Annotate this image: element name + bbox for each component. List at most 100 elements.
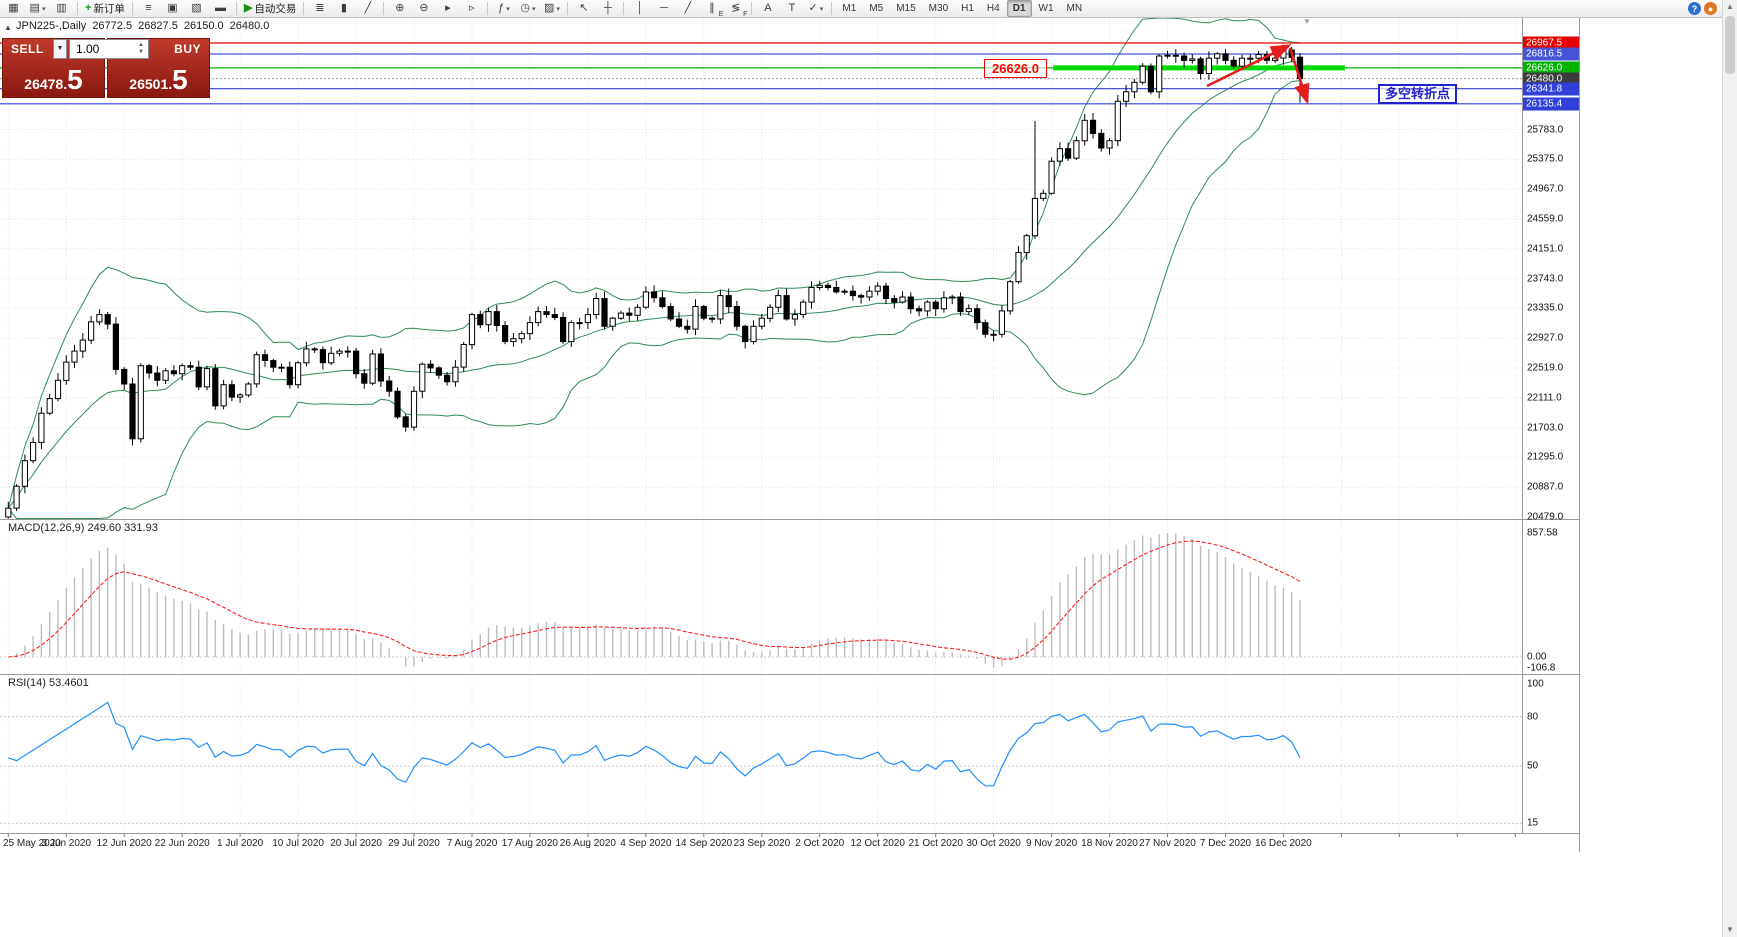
spin-down-icon: ▼	[138, 49, 144, 55]
macd-indicator-label: MACD(12,26,9) 249.60 331.93	[8, 522, 158, 534]
date-tick-label: 18 Nov 2020	[1081, 838, 1138, 849]
price-line-label: 26480.0	[1523, 72, 1579, 86]
date-tick-label: 23 Sep 2020	[733, 838, 791, 849]
arrows-icon[interactable]: ✓ ▾	[808, 2, 824, 14]
periods-icon[interactable]: ◷ ▾	[520, 2, 536, 14]
scroll-down-icon[interactable]: ▼	[1726, 925, 1734, 934]
timeframe-m5[interactable]: M5	[869, 3, 884, 14]
new-order-button[interactable]: + 新订单	[85, 2, 125, 15]
cursor-icon[interactable]: ↖	[579, 2, 589, 14]
rsi-scale-label: 80	[1527, 711, 1539, 723]
price-tick-label: 22927.0	[1527, 332, 1564, 344]
price-tick-label: 24151.0	[1527, 243, 1564, 255]
date-tick-label: 22 Jun 2020	[154, 838, 210, 849]
turning-point-annotation-box[interactable]: 多空转折点	[1378, 84, 1458, 104]
line-chart-icon[interactable]: ╱	[364, 2, 372, 14]
one-click-trading-panel: SELL 26478.5 BUY 26501.5 ▼ 1.00 ▲ ▼	[2, 38, 210, 98]
chart-list-icon[interactable]: ▥	[56, 2, 67, 14]
zoom-out-icon[interactable]: ⊖	[419, 2, 429, 14]
volume-preset-dropdown[interactable]: ▼	[53, 39, 67, 59]
one-click-collapse-icon[interactable]: ▲	[4, 23, 12, 32]
date-tick-label: 27 Nov 2020	[1139, 838, 1196, 849]
buy-price: 26501.5	[129, 64, 188, 95]
timeframe-h4[interactable]: H4	[986, 3, 1000, 14]
timeframe-h1[interactable]: H1	[961, 3, 974, 14]
price-tick-label: 21703.0	[1527, 422, 1564, 434]
price-line-label: 26341.8	[1523, 82, 1579, 96]
candlestick-chart-icon[interactable]: ▮	[340, 2, 347, 14]
price-tick-label: 22111.0	[1527, 392, 1562, 404]
date-tick-label: 30 Oct 2020	[966, 838, 1021, 849]
price-tick-label: 25783.0	[1527, 124, 1564, 135]
buy-label: BUY	[174, 42, 201, 56]
timeframe-d1[interactable]: D1	[1006, 0, 1032, 17]
macd-scale-label: -106.8	[1527, 662, 1556, 674]
market-watch-icon[interactable]: ≡	[145, 2, 152, 14]
community-icon[interactable]: ●	[1704, 2, 1717, 15]
date-tick-label: 7 Aug 2020	[446, 838, 498, 849]
price-tick-label: 24559.0	[1527, 213, 1564, 225]
zoom-in-icon[interactable]: ⊕	[395, 2, 405, 14]
timeframe-m30[interactable]: M30	[928, 3, 949, 14]
date-tick-label: 12 Oct 2020	[850, 838, 905, 849]
date-tick-label: 20 Jul 2020	[330, 838, 382, 849]
macd-scale-label: 857.58	[1527, 527, 1558, 539]
symbol-period-label: JPN225-,Daily	[16, 20, 87, 32]
timeframe-mn[interactable]: MN	[1066, 3, 1083, 14]
date-tick-label: 17 Aug 2020	[501, 838, 558, 849]
chart-ohlc-header: JPN225-,Daily 26772.5 26827.5 26150.0 26480.…	[16, 20, 275, 32]
fibonacci-icon[interactable]: ≶ F	[731, 2, 748, 18]
chart-shift-icon[interactable]: ▹	[469, 2, 475, 14]
price-tick-label: 22519.0	[1527, 362, 1564, 374]
bar-chart-icon[interactable]: ≣	[315, 2, 325, 14]
scroll-up-icon[interactable]: ▲	[1726, 2, 1734, 11]
timeframe-m1[interactable]: M1	[842, 3, 857, 14]
price-annotation-box[interactable]: 26626.0	[984, 59, 1047, 78]
timeframe-m15[interactable]: M15	[896, 3, 916, 14]
templates-icon[interactable]: ▨ ▾	[543, 2, 560, 14]
new-chart-icon[interactable]: ▦	[8, 2, 19, 14]
vertical-scrollbar[interactable]: ▲ ▼	[1722, 0, 1737, 937]
date-tick-label: 26 Aug 2020	[559, 838, 616, 849]
trendline-icon[interactable]: ╱	[684, 2, 692, 14]
help-icon[interactable]: ?	[1688, 2, 1701, 15]
auto-scroll-icon[interactable]: ▸	[445, 2, 451, 14]
rsi-scale-label: 100	[1527, 678, 1544, 690]
data-window-icon[interactable]: ▣	[167, 2, 178, 14]
text-icon[interactable]: A	[764, 2, 772, 14]
text-label-icon[interactable]: T	[788, 2, 796, 14]
crosshair-icon[interactable]: ┼	[604, 2, 612, 14]
volume-spinner[interactable]: ▲ ▼	[135, 41, 147, 57]
date-tick-label: 29 Jul 2020	[388, 838, 440, 849]
equidistant-channel-icon[interactable]: ∥ E	[709, 2, 724, 18]
scrollbar-thumb[interactable]	[1725, 16, 1735, 74]
indicators-icon[interactable]: ƒ ▾	[498, 2, 510, 14]
price-tick-label: 23743.0	[1527, 273, 1564, 285]
date-tick-label: 16 Dec 2020	[1255, 838, 1312, 849]
sell-price: 26478.5	[24, 64, 83, 95]
timeframe-w1[interactable]: W1	[1038, 3, 1054, 14]
volume-input[interactable]: 1.00 ▲ ▼	[69, 39, 149, 59]
horizontal-line-icon[interactable]: ─	[660, 2, 668, 14]
autotrading-button[interactable]: ▶ 自动交易	[243, 2, 297, 15]
date-tick-label: 1 Jul 2020	[217, 838, 264, 849]
rsi-indicator-label: RSI(14) 53.4601	[8, 677, 89, 689]
terminal-icon[interactable]: ▬	[214, 2, 226, 14]
navigator-icon[interactable]: ▧	[191, 2, 202, 14]
profiles-icon[interactable]: ▤ ▾	[29, 2, 46, 14]
vertical-line-icon[interactable]: │	[636, 2, 644, 14]
chart-shift-marker-icon[interactable]: ▼	[1303, 17, 1311, 26]
sell-label: SELL	[11, 42, 44, 56]
price-tick-label: 24967.0	[1527, 183, 1564, 195]
date-tick-label: 14 Sep 2020	[675, 838, 733, 849]
close-value: 26480.0	[229, 20, 270, 32]
rsi-scale-label: 15	[1527, 817, 1539, 829]
rsi-scale-label: 50	[1527, 760, 1539, 772]
price-tick-label: 23335.0	[1527, 302, 1564, 314]
date-tick-label: 7 Dec 2020	[1199, 838, 1252, 849]
date-tick-label: 9 Nov 2020	[1026, 838, 1078, 849]
price-line-label: 26967.5	[1523, 36, 1579, 50]
date-tick-label: 21 Oct 2020	[908, 838, 963, 849]
